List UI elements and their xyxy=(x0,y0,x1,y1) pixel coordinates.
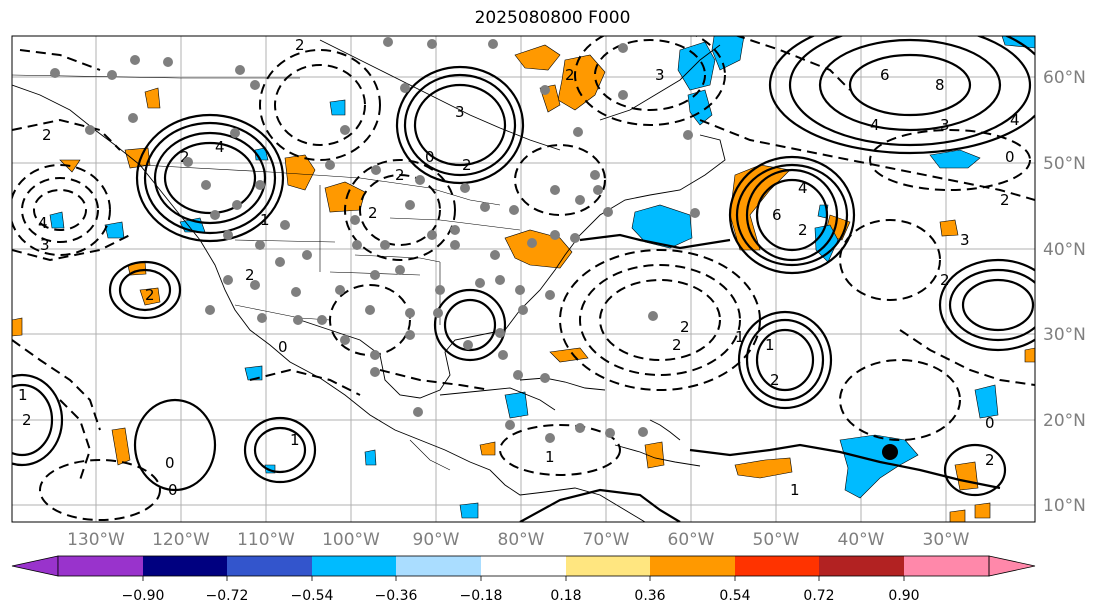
lat-label: 30°N xyxy=(1043,325,1086,345)
lon-label: 50°W xyxy=(753,530,800,550)
contour-label: 0 xyxy=(985,414,995,432)
colorbar-bin xyxy=(312,556,396,576)
contour-label: 3 xyxy=(40,236,50,254)
contour-label: 2 xyxy=(565,66,575,84)
colorbar-tick-label: 0.90 xyxy=(888,588,919,604)
colorbar: −0.90 −0.72 −0.54 −0.36 −0.18 0.18 0.36 … xyxy=(11,555,1036,604)
contour-label: 2 xyxy=(42,126,52,144)
colorbar-bin xyxy=(735,556,819,576)
contour-label: 2 xyxy=(22,411,32,429)
dashed-contours xyxy=(12,36,1035,521)
contour-label: 3 xyxy=(940,116,950,134)
contour-label: 2 xyxy=(680,318,690,336)
lon-label: 130°W xyxy=(67,530,125,550)
lon-label: 110°W xyxy=(237,530,295,550)
contour-label: 1 xyxy=(790,481,800,499)
latitude-axis: 60°N 50°N 40°N 30°N 20°N 10°N xyxy=(1043,68,1086,516)
contour-label: 2 xyxy=(295,36,305,54)
contour-label: 1 xyxy=(735,328,745,346)
contour-label: 6 xyxy=(880,66,890,84)
contour-label: 4 xyxy=(1010,111,1020,129)
colorbar-bin xyxy=(481,556,566,576)
colorbar-tick-label: −0.54 xyxy=(291,588,334,604)
contour-label: 2 xyxy=(395,166,405,184)
contour-label: 4 xyxy=(38,214,48,232)
black-marker-dot xyxy=(882,444,898,460)
colorbar-bin xyxy=(227,556,312,576)
lon-label: 120°W xyxy=(152,530,210,550)
colorbar-tick-label: −0.72 xyxy=(206,588,249,604)
colorbar-extend-right xyxy=(988,555,1036,577)
colorbar-bin xyxy=(650,556,735,576)
contour-label: 3 xyxy=(455,103,465,121)
contour-label: 2 xyxy=(462,156,472,174)
contour-label: 0 xyxy=(425,148,435,166)
contour-label: 1 xyxy=(290,431,300,449)
colorbar-frame xyxy=(57,555,990,577)
contour-label: 2 xyxy=(245,266,255,284)
lat-label: 50°N xyxy=(1043,154,1086,174)
colorbar-tick-label: 0.18 xyxy=(550,588,581,604)
lat-label: 40°N xyxy=(1043,240,1086,260)
map-frame xyxy=(11,35,1036,523)
colorbar-tick-label: −0.90 xyxy=(122,588,165,604)
political-borders xyxy=(12,74,521,471)
observation-dots xyxy=(50,37,700,443)
colorbar-bin xyxy=(904,556,989,576)
lon-label: 70°W xyxy=(583,530,630,550)
contour-label: 1 xyxy=(260,211,270,229)
contour-label: 4 xyxy=(215,138,225,156)
contour-label: 0 xyxy=(1005,148,1015,166)
contour-label: 2 xyxy=(368,204,378,222)
colorbar-bin xyxy=(566,556,650,576)
contour-label: 3 xyxy=(960,231,970,249)
lat-label: 10°N xyxy=(1043,496,1086,516)
contour-label: 0 xyxy=(168,481,178,499)
colorbar-tick-label: 0.72 xyxy=(803,588,834,604)
colorbar-bin xyxy=(819,556,904,576)
lat-label: 20°N xyxy=(1043,411,1086,431)
contour-label: 2 xyxy=(940,271,950,289)
contour-label: 1 xyxy=(18,386,28,404)
lat-label: 60°N xyxy=(1043,68,1086,88)
colorbar-bin xyxy=(396,556,481,576)
lon-label: 60°W xyxy=(668,530,715,550)
contour-label: 2 xyxy=(672,336,682,354)
colorbar-bin xyxy=(58,556,143,576)
contour-label: 2 xyxy=(145,286,155,304)
colorbar-tick-label: 0.36 xyxy=(634,588,665,604)
colorbar-tick-label: −0.36 xyxy=(375,588,418,604)
contour-label: 2 xyxy=(798,221,808,239)
lon-label: 30°W xyxy=(923,530,970,550)
contour-label: 1 xyxy=(765,336,775,354)
contour-label: 0 xyxy=(165,454,175,472)
contour-label: 0 xyxy=(278,338,288,356)
contour-label: 2 xyxy=(1000,191,1010,209)
coastlines xyxy=(12,39,726,522)
contour-label: 2 xyxy=(770,371,780,389)
contour-label: 4 xyxy=(870,116,880,134)
colorbar-extend-left xyxy=(11,555,59,577)
contour-labels: 2 3 6 8 4 2 0 4 2 6 3 2 0 4 2 3 1 2 0 2 … xyxy=(18,36,1020,499)
lon-label: 40°W xyxy=(838,530,885,550)
colorbar-bin xyxy=(143,556,227,576)
colorbar-tick-label: 0.54 xyxy=(719,588,750,604)
contour-label: 4 xyxy=(798,179,808,197)
solid-contours xyxy=(12,36,1035,522)
contour-label: 3 xyxy=(655,66,665,84)
contour-label: 2 xyxy=(180,148,190,166)
contour-label: 8 xyxy=(935,76,945,94)
contour-label: 1 xyxy=(545,448,555,466)
lon-label: 100°W xyxy=(322,530,380,550)
longitude-axis: 130°W 120°W 110°W 100°W 90°W 80°W 70°W 6… xyxy=(67,530,970,550)
lon-label: 90°W xyxy=(413,530,460,550)
contour-label: 6 xyxy=(772,206,782,224)
colorbar-tick-label: −0.18 xyxy=(460,588,503,604)
map-title: 2025080800 F000 xyxy=(474,8,631,28)
contour-label: 2 xyxy=(985,451,995,469)
lon-label: 80°W xyxy=(498,530,545,550)
